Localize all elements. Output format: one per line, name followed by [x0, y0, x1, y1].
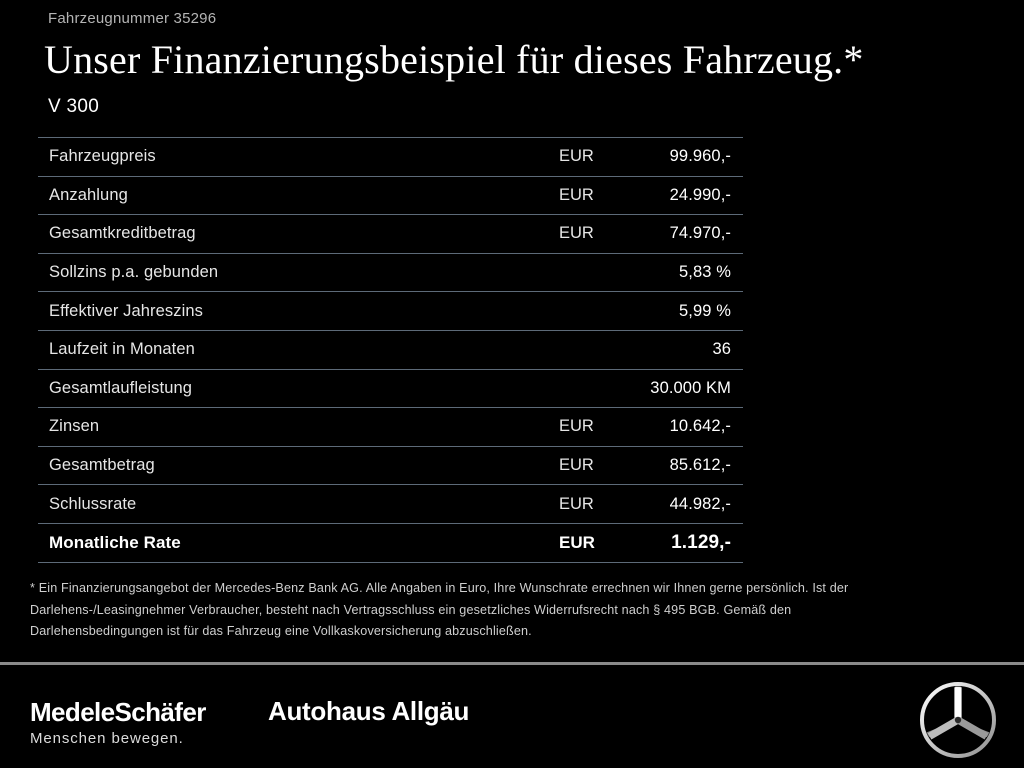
table-row: Zinsen EUR 10.642,- [38, 407, 743, 446]
footnote-text: * Ein Finanzierungsangebot der Mercedes-… [30, 581, 849, 638]
table-row: Anzahlung EUR 24.990,- [38, 175, 743, 215]
row-label: Gesamtkreditbetrag [49, 224, 196, 243]
footer-divider [0, 662, 1024, 665]
table-row: Fahrzeugpreis EUR 99.960,- [38, 137, 743, 176]
row-label: Laufzeit in Monaten [49, 340, 195, 359]
financing-table: Fahrzeugpreis EUR 99.960,- Anzahlung EUR 24.9… [38, 137, 743, 563]
row-value: 10.642,- [669, 417, 731, 436]
row-value: 5,83 % [679, 263, 731, 282]
row-label: Gesamtlaufleistung [49, 378, 193, 397]
brand-autohaus-allgaeu: Autohaus Allgäu [268, 696, 470, 726]
row-currency: EUR [559, 494, 594, 513]
table-row: Gesamtbetrag EUR 85.612,- [38, 445, 743, 485]
row-currency: EUR [559, 147, 594, 166]
table-row: Laufzeit in Monaten 36 [38, 329, 743, 369]
table-row: Sollzins p.a. gebunden 5,83 % [38, 252, 743, 292]
row-currency: EUR [559, 532, 595, 552]
row-currency: EUR [559, 456, 594, 475]
row-value: 1.129,- [671, 531, 731, 553]
row-label: Schlussrate [49, 494, 137, 513]
table-row: Gesamtkreditbetrag EUR 74.970,- [38, 214, 743, 253]
row-currency: EUR [559, 185, 594, 204]
mercedes-star-icon [918, 680, 998, 760]
table-row: Effektiver Jahreszins 5,99 % [38, 291, 743, 330]
vehicle-number: Fahrzeugnummer 35296 [48, 10, 217, 27]
row-value: 74.970,- [669, 224, 731, 243]
row-label: Fahrzeugpreis [49, 147, 156, 166]
row-value: 24.990,- [669, 185, 731, 204]
row-value: 44.982,- [669, 494, 731, 513]
row-currency: EUR [559, 224, 594, 243]
page-title: Unser Finanzierungsbeispiel für dieses F… [44, 37, 864, 82]
table-row: Monatliche Rate EUR 1.129,- [38, 522, 743, 563]
row-label: Effektiver Jahreszins [49, 301, 204, 320]
row-label: Anzahlung [49, 185, 128, 204]
row-value: 36 [712, 340, 731, 359]
row-value: 85.612,- [669, 456, 731, 475]
table-row: Gesamtlaufleistung 30.000 KM [38, 368, 743, 408]
row-label: Zinsen [49, 417, 100, 436]
row-value: 30.000 KM [650, 378, 731, 397]
row-value: 99.960,- [669, 147, 731, 166]
row-label: Sollzins p.a. gebunden [49, 263, 219, 282]
row-label: Monatliche Rate [49, 532, 181, 552]
brand-medeleschaefer-tagline: Menschen bewegen. [30, 730, 184, 747]
model-name: V 300 [48, 96, 100, 117]
row-currency: EUR [559, 417, 594, 436]
row-value: 5,99 % [679, 301, 731, 320]
brand-medeleschaefer: MedeleSchäfer [30, 697, 206, 727]
table-row: Schlussrate EUR 44.982,- [38, 484, 743, 523]
row-label: Gesamtbetrag [49, 456, 155, 475]
